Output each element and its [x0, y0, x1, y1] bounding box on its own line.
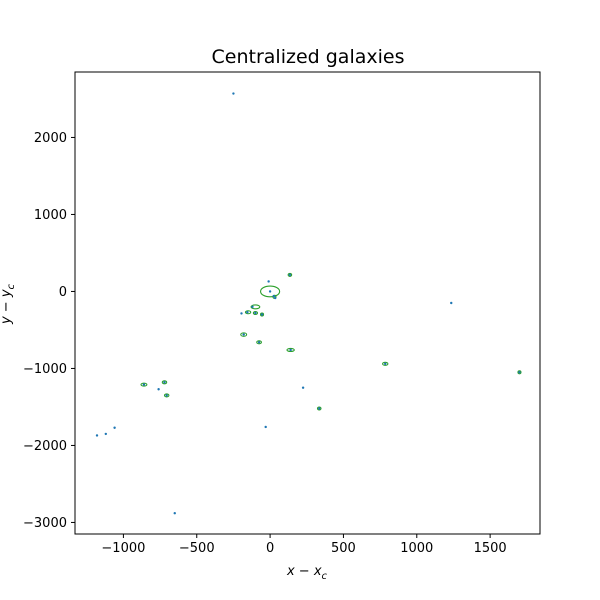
y-axis-label-subscript: c — [6, 283, 17, 289]
galaxy-ellipse-12 — [163, 393, 170, 398]
galaxy-point-6 — [157, 388, 160, 391]
plot-frame — [74, 71, 541, 535]
y-tick-label-1: −2000 — [23, 439, 67, 454]
galaxy-ellipse-14 — [382, 361, 389, 366]
galaxy-point-13 — [260, 313, 264, 316]
galaxy-ellipse-1 — [250, 304, 261, 310]
galaxy-point-11 — [251, 305, 254, 309]
x-tick-label-3: 500 — [331, 541, 356, 556]
galaxy-point-16 — [264, 425, 267, 429]
galaxy-point-15 — [257, 341, 261, 344]
y-tick-label-5: 2000 — [34, 131, 67, 146]
galaxy-point-8 — [165, 394, 168, 397]
galaxy-point-25 — [384, 362, 387, 366]
galaxy-point-21 — [288, 273, 292, 277]
galaxy-point-24 — [318, 407, 321, 410]
galaxy-ellipse-11 — [161, 380, 168, 385]
galaxy-ellipse-9 — [287, 272, 293, 277]
galaxy-point-7 — [163, 381, 166, 384]
y-tick-label-0: −3000 — [23, 516, 67, 531]
galaxy-ellipse-5 — [240, 332, 248, 337]
galaxy-point-19 — [272, 294, 275, 298]
y-axis-label: y − yc — [0, 283, 17, 325]
x-axis-label: x − xc — [286, 564, 328, 582]
galaxy-point-26 — [450, 301, 453, 305]
galaxy-point-18 — [268, 290, 272, 293]
galaxy-point-4 — [113, 426, 116, 429]
galaxy-point-14 — [242, 333, 245, 336]
y-tick-label-2: −1000 — [23, 362, 67, 377]
y-axis-ticks: −3000 −2000 −1000 0 1000 2000 — [23, 131, 75, 531]
galaxy-ellipse-3 — [252, 310, 259, 316]
galaxy-point-20 — [274, 296, 277, 300]
galaxy-point-2 — [95, 434, 99, 437]
galaxy-point-22 — [289, 348, 292, 352]
galaxy-point-23 — [301, 386, 305, 389]
x-tick-label-1: −500 — [179, 541, 215, 556]
galaxy-ellipse-6 — [256, 340, 262, 345]
galaxy-point-0 — [232, 92, 235, 95]
galaxy-ellipse-10 — [140, 382, 148, 387]
galaxy-point-5 — [142, 383, 146, 386]
x-tick-label-5: 1500 — [474, 541, 507, 556]
galaxy-ellipse-7 — [286, 347, 295, 353]
y-tick-label-4: 1000 — [34, 208, 67, 223]
x-tick-label-2: 0 — [266, 541, 274, 556]
galaxy-point-3 — [104, 432, 108, 436]
x-tick-label-4: 1000 — [400, 541, 433, 556]
x-axis-label-subscript: c — [322, 571, 328, 582]
galaxy-ellipse-0 — [260, 285, 281, 298]
galaxy-point-17 — [267, 280, 270, 283]
galaxy-ellipse-2 — [244, 310, 252, 315]
point-layer — [95, 92, 521, 515]
galaxy-point-9 — [240, 312, 243, 315]
galaxy-ellipse-15 — [517, 370, 522, 375]
galaxy-ellipse-13 — [316, 406, 322, 411]
y-axis-label-main: y − y — [0, 289, 14, 325]
ellipse-layer — [140, 272, 522, 411]
galaxy-ellipse-4 — [259, 312, 265, 317]
galaxy-point-27 — [518, 371, 521, 374]
galaxy-point-12 — [254, 311, 257, 315]
x-axis-label-main: x − x — [286, 564, 322, 579]
x-axis-ticks: −1000 −500 0 500 1000 1500 — [101, 534, 507, 556]
galaxy-point-1 — [173, 512, 176, 515]
galaxy-point-10 — [246, 311, 249, 314]
x-tick-label-0: −1000 — [101, 541, 145, 556]
chart-title: Centralized galaxies — [212, 46, 405, 68]
y-tick-label-3: 0 — [59, 285, 67, 300]
